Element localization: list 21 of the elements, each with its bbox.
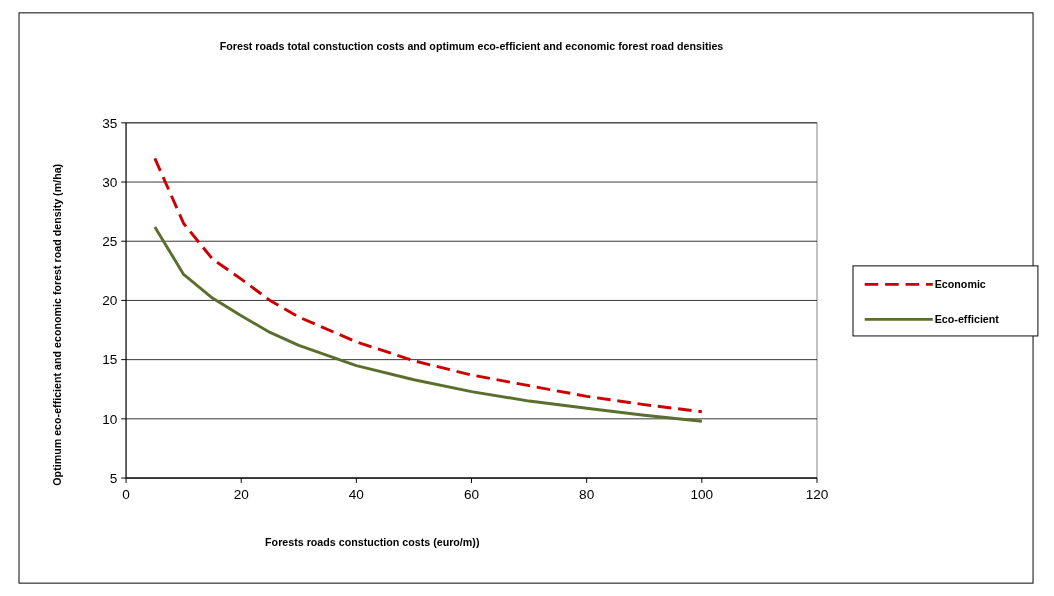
y-tick-label: 15 — [102, 352, 118, 368]
x-tick-label: 80 — [579, 487, 595, 503]
y-tick-label: 5 — [109, 470, 118, 486]
x-tick-label: 0 — [122, 487, 131, 503]
y-axis-title: Optimum eco-efficient and economic forest road density (m/ha) — [50, 163, 63, 486]
y-tick-label: 30 — [102, 174, 118, 190]
text: Economic — [934, 278, 986, 291]
chart-title: Forest roads total constuction costs and optimum eco-efficient and economic forest road densities — [219, 39, 724, 52]
x-tick-label: 20 — [233, 487, 250, 503]
x-tick-label: 100 — [690, 487, 714, 503]
line-series — [153, 156, 704, 414]
y-tick-label: 10 — [102, 411, 118, 427]
x-tick-label: 120 — [805, 487, 829, 503]
x-tick-label: 40 — [348, 487, 365, 503]
x-axis-title: Forests roads constuction costs (euro/m)) — [265, 536, 480, 549]
line-series — [153, 225, 704, 423]
x-tick-label: 60 — [463, 487, 480, 503]
y-tick-label: 35 — [102, 115, 118, 131]
y-tick-label: 20 — [102, 293, 118, 309]
y-tick-label: 25 — [102, 234, 118, 249]
text: Eco-efficient — [934, 313, 1000, 326]
